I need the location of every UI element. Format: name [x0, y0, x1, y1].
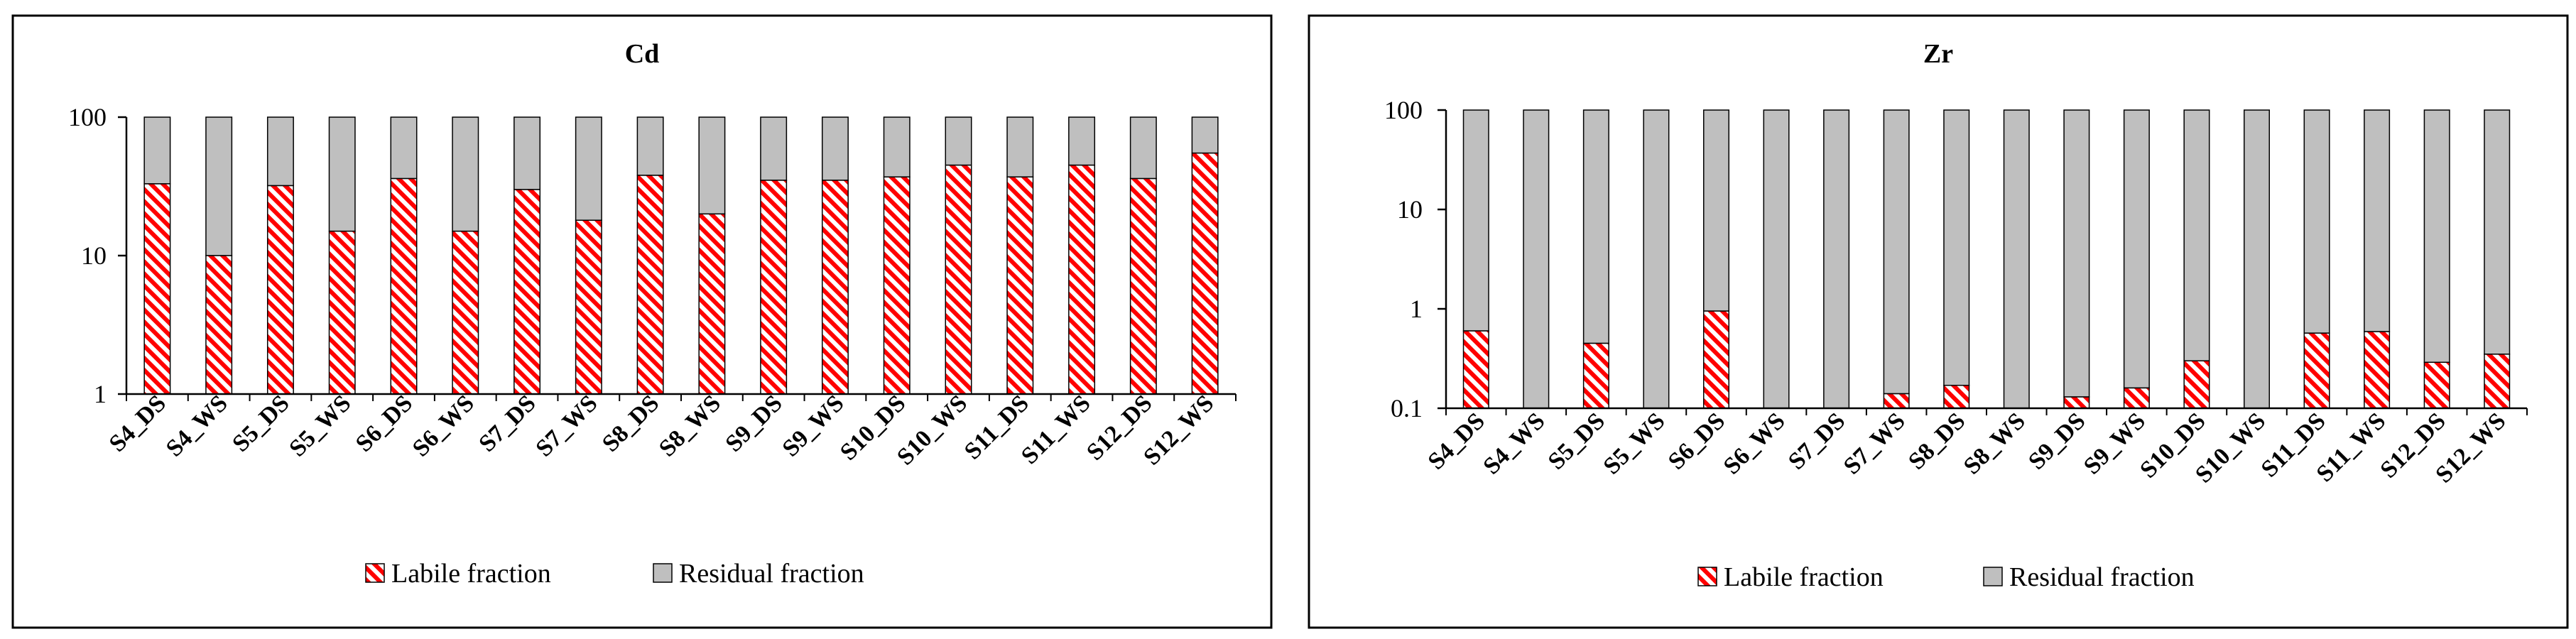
- bar-labile: [2364, 331, 2391, 409]
- legend-label-residual: Residual fraction: [2009, 562, 2195, 592]
- legend-label-labile: Labile fraction: [391, 559, 551, 589]
- bar-labile: [390, 178, 418, 395]
- chart-title: Cd: [625, 39, 660, 69]
- bar-residual: [1006, 116, 1034, 178]
- legend-swatch-labile: [365, 563, 385, 583]
- bar-residual: [1068, 116, 1096, 166]
- bar-residual: [266, 116, 294, 187]
- chart-title: Zr: [1923, 39, 1953, 69]
- bar-residual: [1883, 109, 1910, 395]
- bar-residual: [1943, 109, 1970, 386]
- y-tick-label: 100: [1384, 96, 1423, 124]
- bar-residual: [1462, 109, 1489, 332]
- bar-residual: [390, 116, 418, 180]
- bar-residual: [636, 116, 664, 176]
- bar-residual: [1129, 116, 1157, 180]
- bar-labile: [760, 180, 788, 395]
- y-tick-label: 1: [94, 380, 107, 408]
- bar-labile: [2303, 332, 2330, 409]
- bar-labile: [205, 255, 233, 395]
- bar-residual: [2183, 109, 2210, 361]
- bar-residual: [143, 116, 171, 185]
- bar-labile: [2183, 360, 2210, 409]
- bar-residual: [883, 116, 911, 178]
- bar-residual: [1523, 109, 1550, 409]
- y-tick-label: 1: [1410, 295, 1423, 323]
- chart-zr: Zr0.1110100S4_DSS4_WSS5_DSS5_WSS6_DSS6_W…: [1308, 14, 2569, 629]
- bar-residual: [1763, 109, 1790, 409]
- bar-labile: [2484, 354, 2511, 409]
- bar-residual: [328, 116, 356, 232]
- y-tick-label: 10: [81, 241, 107, 270]
- bar-labile: [575, 219, 602, 395]
- bar-labile: [821, 180, 849, 395]
- bar-labile: [1943, 384, 1970, 409]
- bar-labile: [2423, 361, 2450, 409]
- bar-labile: [513, 189, 541, 395]
- bar-labile: [328, 230, 356, 395]
- bar-labile: [1462, 330, 1489, 409]
- bar-residual: [205, 116, 233, 256]
- bar-residual: [2364, 109, 2391, 332]
- bar-labile: [2123, 387, 2150, 409]
- chart-frame: [1308, 14, 2569, 629]
- bar-residual: [1823, 109, 1850, 409]
- bar-labile: [1702, 310, 1730, 409]
- bar-residual: [2123, 109, 2150, 389]
- legend-swatch-labile: [1697, 567, 1717, 586]
- bar-labile: [883, 176, 911, 395]
- bar-labile: [1068, 164, 1096, 395]
- y-tick-label: 10: [1397, 195, 1423, 224]
- bar-residual: [2063, 109, 2090, 398]
- bar-residual: [1702, 109, 1730, 312]
- bar-labile: [945, 164, 972, 395]
- y-tick-label: 0.1: [1391, 394, 1423, 422]
- chart-panel-zr: Zr 0.1 1 10 100 S4_DS S4_WS S5_DS S5_WS S6_DS S6_W…: [1288, 0, 2576, 639]
- bar-labile: [143, 183, 171, 395]
- bar-labile: [1129, 178, 1157, 395]
- bar-residual: [1643, 109, 1670, 409]
- bar-residual: [945, 116, 972, 166]
- bar-residual: [2423, 109, 2450, 364]
- bar-residual: [1582, 109, 1609, 344]
- bar-residual: [2243, 109, 2271, 409]
- bar-labile: [1006, 176, 1034, 395]
- y-tick-label: 100: [68, 103, 107, 131]
- bar-labile: [1883, 393, 1910, 409]
- bar-residual: [821, 116, 849, 181]
- bar-residual: [1191, 116, 1219, 154]
- bar-residual: [513, 116, 541, 190]
- bar-labile: [636, 175, 664, 395]
- bar-residual: [2484, 109, 2511, 355]
- legend-swatch-residual: [653, 563, 673, 583]
- legend-label-residual: Residual fraction: [679, 559, 864, 589]
- chart-cd: Cd110100S4_DSS4_WSS5_DSS5_WSS6_DSS6_WSS7…: [11, 14, 1273, 629]
- bar-labile: [1582, 342, 1609, 409]
- bar-residual: [2303, 109, 2330, 334]
- bar-residual: [452, 116, 479, 232]
- bar-residual: [575, 116, 602, 221]
- legend-label-labile: Labile fraction: [1724, 562, 1884, 592]
- bar-residual: [698, 116, 726, 215]
- bar-residual: [760, 116, 788, 181]
- bar-labile: [1191, 152, 1219, 395]
- bar-labile: [452, 230, 479, 395]
- chart-panel-cd: Cd 1 10 100 S4_DS S4_WS S5_DS S5_WS S6_DS S6_WS S7…: [11, 14, 1273, 629]
- legend-swatch-residual: [1983, 567, 2003, 586]
- bar-residual: [2003, 109, 2030, 409]
- bar-labile: [698, 213, 726, 395]
- bar-labile: [266, 185, 294, 395]
- bar-labile: [2063, 396, 2090, 409]
